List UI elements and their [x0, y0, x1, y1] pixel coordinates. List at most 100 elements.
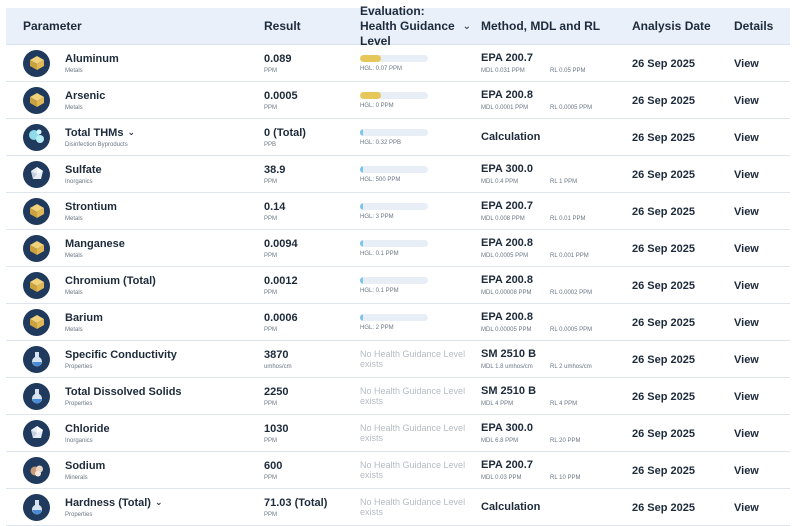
- parameter-name: Chromium (Total): [65, 275, 156, 287]
- view-link[interactable]: View: [734, 95, 759, 107]
- method-cell: EPA 200.7 MDL 0.008 PPM RL 0.01 PPM: [481, 200, 632, 222]
- parameter-name-text: Sulfate: [65, 163, 102, 176]
- mdl-value: MDL 6.8 PPM: [481, 438, 519, 444]
- metal-cube-icon: [23, 271, 50, 299]
- result-cell: 0 (Total) PPB: [264, 127, 360, 148]
- method-cell: SM 2510 B MDL 1.8 umhos/cm RL 2 umhos/cm: [481, 348, 632, 370]
- parameter-cell: Specific Conductivity Properties: [6, 345, 264, 373]
- header-evaluation[interactable]: Evaluation: Health Guidance Level ⌄: [360, 4, 481, 49]
- parameter-cell: Barium Metals: [6, 308, 264, 336]
- result-unit: umhos/cm: [264, 363, 292, 370]
- details-cell: View: [734, 239, 790, 257]
- method-name: SM 2510 B: [481, 348, 537, 360]
- table-row: Arsenic Metals 0.0005 PPM HGL: 0 PPM EPA 200.…: [6, 82, 790, 119]
- parameter-name[interactable]: Total THMs ⌄: [65, 127, 135, 139]
- header-date[interactable]: Analysis Date: [632, 19, 711, 33]
- parameter-cell: Arsenic Metals: [6, 86, 264, 114]
- flask-icon: [23, 345, 50, 373]
- parameter-name: Strontium: [65, 201, 117, 213]
- view-link[interactable]: View: [734, 169, 759, 181]
- parameter-category: Metals: [65, 326, 83, 333]
- header-method[interactable]: Method, MDL and RL: [481, 19, 601, 33]
- parameter-category: Disinfection Byproducts: [65, 141, 128, 148]
- date-cell: 26 Sep 2025: [632, 424, 734, 442]
- parameter-cell: Chromium (Total) Metals: [6, 271, 264, 299]
- details-cell: View: [734, 313, 790, 331]
- parameter-name-text: Sodium: [65, 459, 106, 472]
- evaluation-cell: HGL: 0 PPM: [360, 91, 481, 109]
- rl-value: RL 1 PPM: [550, 179, 578, 185]
- view-link[interactable]: View: [734, 317, 759, 329]
- result-cell: 71.03 (Total) PPM: [264, 497, 360, 518]
- result-value: 0.14: [264, 200, 286, 213]
- view-link[interactable]: View: [734, 280, 759, 292]
- table-row: Total Dissolved Solids Properties 2250 PPM N…: [6, 378, 790, 415]
- view-link[interactable]: View: [734, 391, 759, 403]
- method-cell: Calculation: [481, 131, 632, 143]
- hgl-value: HGL: 0 PPM: [360, 102, 394, 109]
- view-link[interactable]: View: [734, 428, 759, 440]
- hgl-progress-bar: [360, 128, 428, 136]
- analysis-date: 26 Sep 2025: [632, 428, 695, 440]
- date-cell: 26 Sep 2025: [632, 202, 734, 220]
- no-hgl-text: No Health Guidance Level exists: [360, 423, 466, 443]
- rl-value: RL 10 PPM: [550, 475, 581, 481]
- method-name: EPA 300.0: [481, 163, 533, 175]
- view-link[interactable]: View: [734, 502, 759, 514]
- view-link[interactable]: View: [734, 354, 759, 366]
- mdl-value: MDL 0.008 PPM: [481, 216, 525, 222]
- parameter-cell: Manganese Metals: [6, 234, 264, 262]
- parameter-cell: Aluminum Metals: [6, 49, 264, 77]
- result-cell: 600 PPM: [264, 460, 360, 481]
- result-value: 0.0012: [264, 274, 298, 287]
- date-cell: 26 Sep 2025: [632, 387, 734, 405]
- result-cell: 0.14 PPM: [264, 201, 360, 222]
- method-limits: MDL 0.0001 PPM RL 0.0005 PPM: [481, 105, 632, 111]
- result-value: 71.03 (Total): [264, 496, 328, 509]
- result-value: 1030: [264, 422, 289, 435]
- table-header: Parameter Result Evaluation: Health Guid…: [6, 4, 790, 48]
- result-unit: PPM: [264, 178, 278, 185]
- date-cell: 26 Sep 2025: [632, 276, 734, 294]
- parameter-name-text: Total THMs: [65, 126, 124, 139]
- method-name: EPA 200.8: [481, 89, 533, 101]
- method-cell: EPA 200.8 MDL 0.00008 PPM RL 0.0002 PPM: [481, 274, 632, 296]
- view-link[interactable]: View: [734, 243, 759, 255]
- analysis-date: 26 Sep 2025: [632, 95, 695, 107]
- result-cell: 0.0012 PPM: [264, 275, 360, 296]
- evaluation-cell: No Health Guidance Level exists: [360, 423, 481, 443]
- parameter-category: Inorganics: [65, 178, 93, 185]
- metal-cube-icon: [23, 86, 50, 114]
- chevron-down-icon[interactable]: ⌄: [127, 127, 136, 137]
- mdl-value: MDL 0.4 PPM: [481, 179, 519, 185]
- view-link[interactable]: View: [734, 465, 759, 477]
- table-row: Manganese Metals 0.0094 PPM HGL: 0.1 PPM EPA …: [6, 230, 790, 267]
- evaluation-cell: HGL: 0.32 PPB: [360, 128, 481, 146]
- view-link[interactable]: View: [734, 206, 759, 218]
- analysis-date: 26 Sep 2025: [632, 132, 695, 144]
- evaluation-cell: HGL: 0.1 PPM: [360, 276, 481, 294]
- details-cell: View: [734, 461, 790, 479]
- hgl-value: HGL: 0.1 PPM: [360, 250, 399, 257]
- result-unit: PPM: [264, 511, 278, 518]
- parameter-category: Metals: [65, 252, 83, 259]
- parameter-name: Sodium: [65, 460, 105, 472]
- header-result[interactable]: Result: [264, 19, 301, 33]
- view-link[interactable]: View: [734, 58, 759, 70]
- parameter-category: Metals: [65, 289, 83, 296]
- result-unit: PPM: [264, 289, 278, 296]
- parameter-name-text: Arsenic: [65, 89, 106, 102]
- method-limits: MDL 0.00005 PPM RL 0.0005 PPM: [481, 327, 632, 333]
- header-parameter[interactable]: Parameter: [23, 19, 82, 33]
- chevron-down-icon[interactable]: ⌄: [462, 20, 471, 32]
- parameter-name[interactable]: Hardness (Total) ⌄: [65, 497, 163, 509]
- chevron-down-icon[interactable]: ⌄: [154, 497, 163, 507]
- view-link[interactable]: View: [734, 132, 759, 144]
- date-cell: 26 Sep 2025: [632, 91, 734, 109]
- parameter-name-text: Chromium (Total): [65, 274, 156, 287]
- metal-cube-icon: [23, 308, 50, 336]
- date-cell: 26 Sep 2025: [632, 239, 734, 257]
- metal-cube-icon: [23, 49, 50, 77]
- result-value: 3870: [264, 348, 289, 361]
- method-name: EPA 300.0: [481, 422, 533, 434]
